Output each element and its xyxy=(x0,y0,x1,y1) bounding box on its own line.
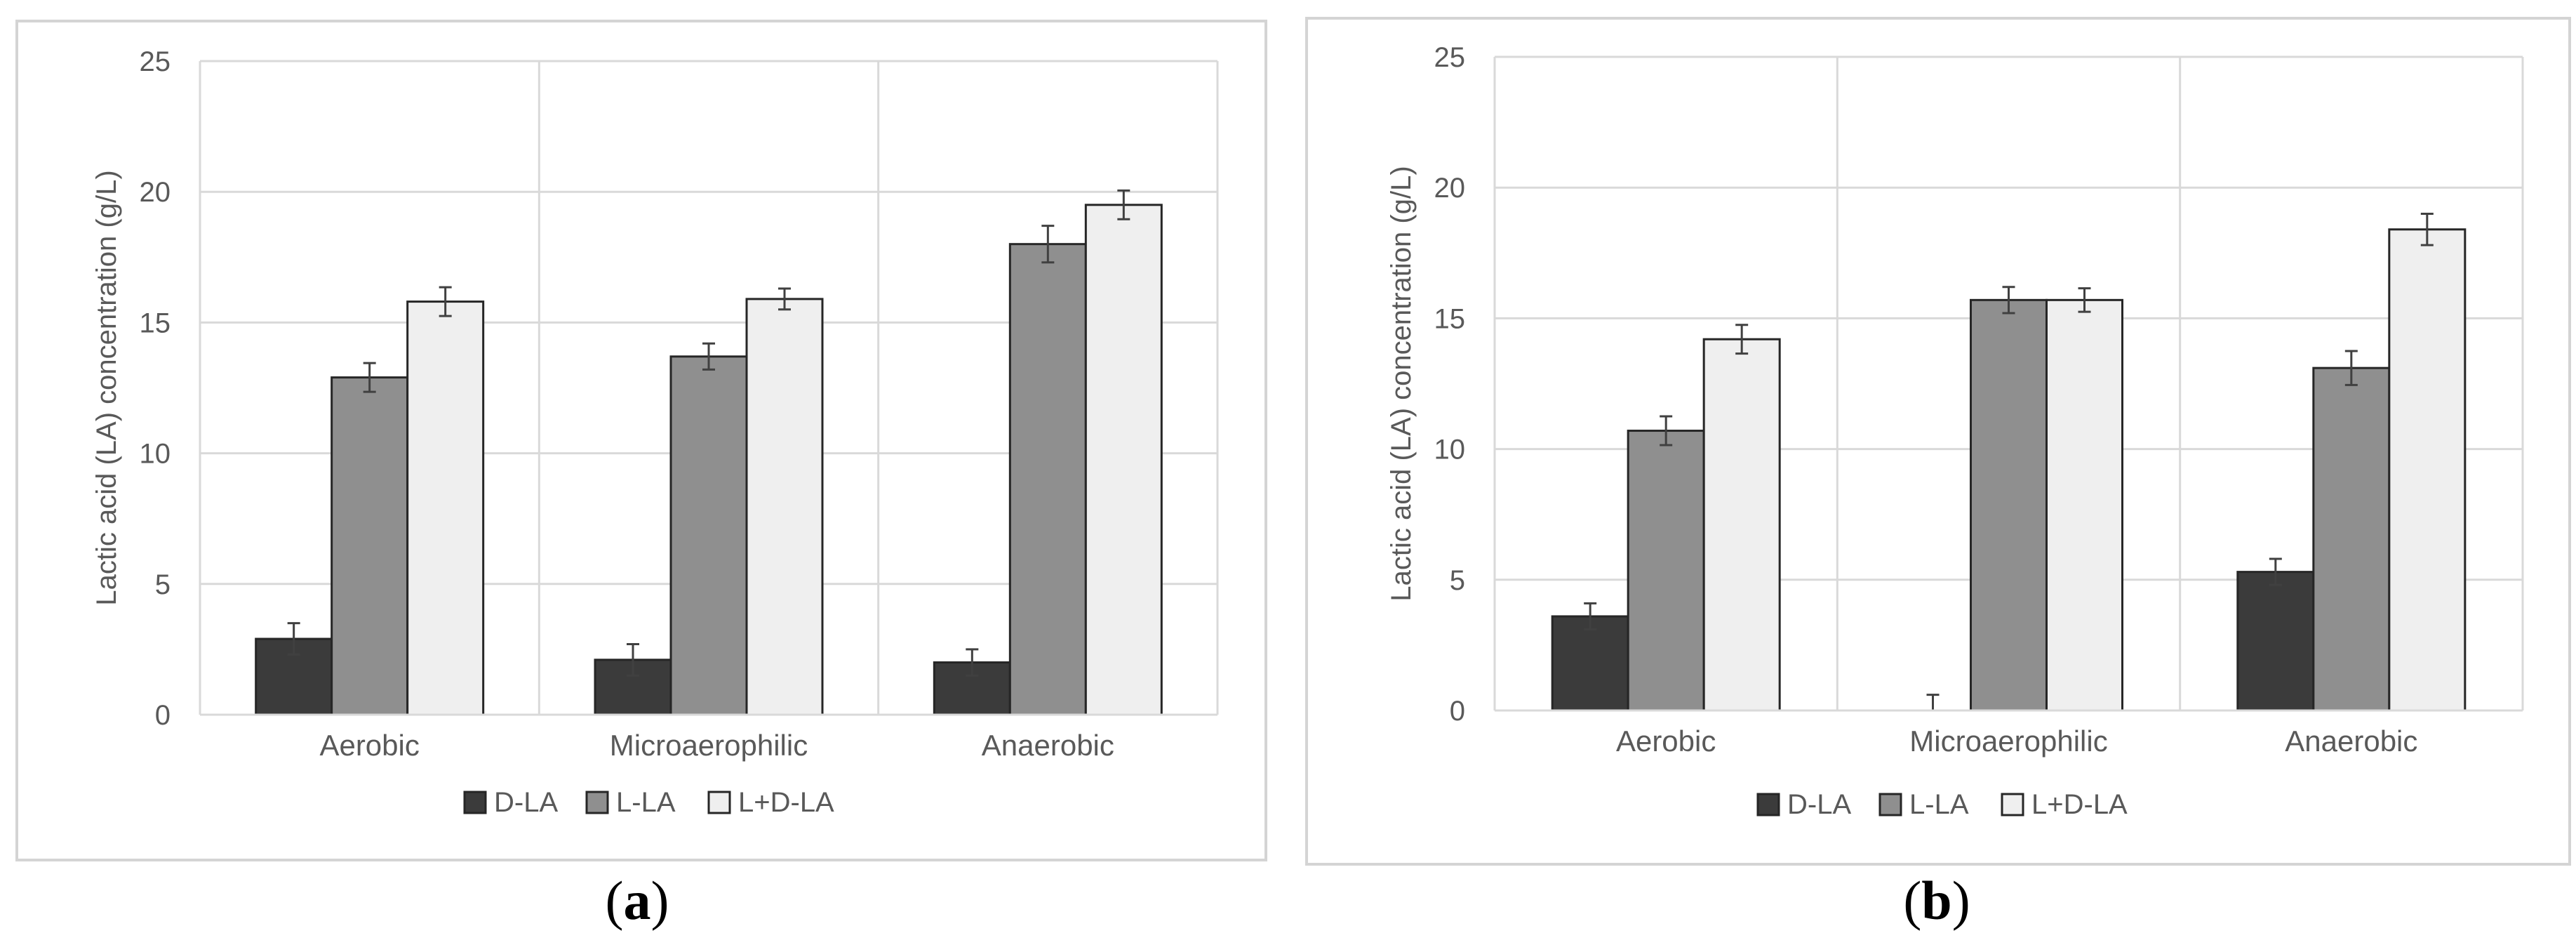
chart-panel-b: 0 5 10 15 20 25 Aerobic Microaerophilic Anaerobi… xyxy=(1298,0,2576,952)
bar xyxy=(1970,298,2048,712)
y-tick-label: 5 xyxy=(1450,565,1465,596)
bar xyxy=(669,355,748,716)
y-tick-label: 0 xyxy=(155,700,171,731)
x-category-label: Aerobic xyxy=(1616,725,1716,758)
legend-swatch xyxy=(2001,793,2024,817)
x-category-label: Anaerobic xyxy=(2285,725,2417,758)
x-category-label: Anaerobic xyxy=(982,729,1114,762)
bar-chart-b: 0 5 10 15 20 25 Aerobic Microaerophilic Anaerobi… xyxy=(1305,17,2571,866)
x-category-label: Microaerophilic xyxy=(610,729,808,762)
y-tick-label: 5 xyxy=(155,569,171,600)
legend-label: D-LA xyxy=(494,787,558,818)
x-category-label: Microaerophilic xyxy=(1909,725,2107,758)
bar xyxy=(2312,366,2391,712)
legend-label: L-LA xyxy=(616,787,676,818)
legend-swatch xyxy=(463,791,487,814)
legend-swatch xyxy=(707,791,731,814)
y-tick-label: 15 xyxy=(140,308,171,338)
bar xyxy=(1702,338,1781,712)
y-tick-label: 10 xyxy=(140,439,171,470)
bar xyxy=(2388,228,2467,712)
bar-chart-a: 0 5 10 15 20 25 Aerobic Microaerophilic Anaerobi… xyxy=(15,20,1267,861)
bar xyxy=(745,298,824,716)
bar xyxy=(331,376,409,716)
legend-swatch xyxy=(1878,793,1902,817)
legend-swatch xyxy=(585,791,609,814)
y-tick-label: 25 xyxy=(140,46,171,77)
bar xyxy=(1008,243,1087,716)
x-category-label: Aerobic xyxy=(319,729,419,762)
caption-a: (a) xyxy=(605,870,669,931)
y-axis-title: Lactic acid (LA) concentration (g/L) xyxy=(91,170,122,605)
chart-panel-a: 0 5 10 15 20 25 Aerobic Microaerophilic Anaerobi… xyxy=(0,0,1277,952)
bar xyxy=(1084,204,1163,716)
y-tick-label: 15 xyxy=(1434,303,1466,334)
y-axis-title: Lactic acid (LA) concentration (g/L) xyxy=(1386,166,1417,601)
caption-b: (b) xyxy=(1903,870,1970,931)
bar xyxy=(1627,430,1705,712)
y-tick-label: 0 xyxy=(1450,696,1465,727)
y-tick-label: 20 xyxy=(140,177,171,208)
legend-label: L+D-LA xyxy=(2031,789,2128,820)
bar xyxy=(2046,298,2123,712)
bar xyxy=(406,300,485,716)
bar xyxy=(2236,571,2315,712)
legend-label: L-LA xyxy=(1909,789,1969,820)
y-tick-label: 25 xyxy=(1434,42,1466,73)
legend-label: L+D-LA xyxy=(738,787,834,818)
legend-label: D-LA xyxy=(1787,789,1851,820)
y-tick-label: 20 xyxy=(1434,173,1466,204)
y-tick-label: 10 xyxy=(1434,435,1466,465)
bar xyxy=(1551,615,1629,712)
legend-swatch xyxy=(1756,793,1780,817)
